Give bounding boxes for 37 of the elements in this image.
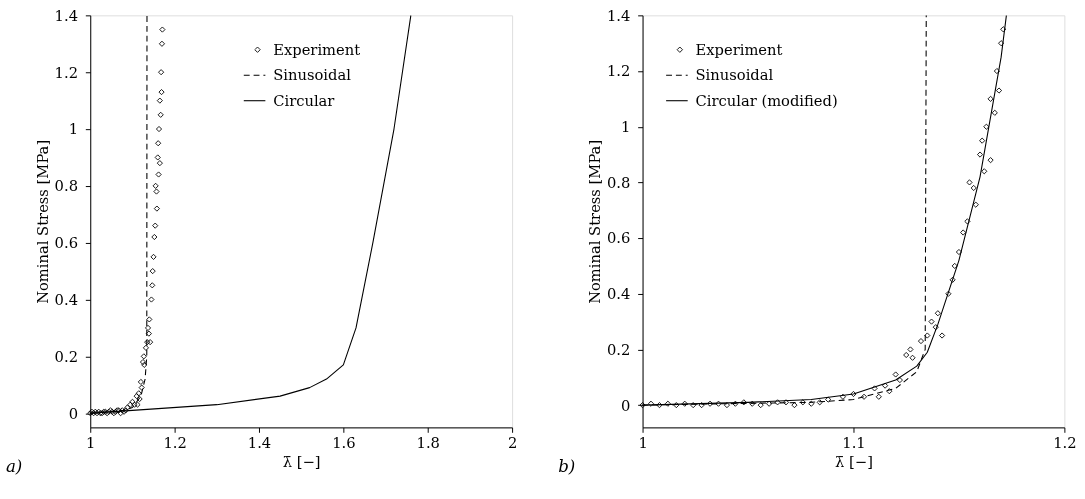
y-tick-label: 0.6 xyxy=(606,229,631,247)
y-tick-label: 1.4 xyxy=(606,6,631,24)
x-tick-label: 2 xyxy=(507,434,518,452)
y-tick-label: 0.8 xyxy=(606,173,631,191)
y-tick-label: 0.4 xyxy=(54,290,78,308)
legend-label: Sinusoidal xyxy=(695,66,774,84)
text: b) xyxy=(558,456,576,476)
y-axis-title: Nominal Stress [MPa] xyxy=(33,139,51,304)
y-tick-label: 1.2 xyxy=(54,63,78,81)
legend-label: Circular (modified) xyxy=(695,91,838,109)
x-tick-label: 1 xyxy=(638,434,648,452)
legend-label: Experiment xyxy=(273,40,361,58)
text: a) xyxy=(5,456,23,476)
x-tick-label: 1.4 xyxy=(247,434,272,452)
y-tick-label: 0 xyxy=(68,404,78,422)
x-tick-label: 1.2 xyxy=(163,434,187,452)
y-tick-label: 0 xyxy=(620,396,631,414)
legend-label: Experiment xyxy=(695,40,783,58)
x-axis-title: λ̄ [−] xyxy=(835,453,873,471)
y-tick-label: 1.2 xyxy=(606,62,631,80)
x-tick-label: 1.8 xyxy=(416,434,440,452)
y-tick-label: 1.4 xyxy=(54,6,78,24)
y-tick-label: 1 xyxy=(620,118,631,136)
y-axis-title: Nominal Stress [MPa] xyxy=(586,139,604,304)
y-tick-label: 0.4 xyxy=(606,285,631,303)
x-tick-label: 1.6 xyxy=(332,434,356,452)
x-tick-label: 1.1 xyxy=(842,434,866,452)
y-tick-label: 0.2 xyxy=(54,347,78,365)
x-tick-label: 1.2 xyxy=(1053,434,1077,452)
legend-label: Circular xyxy=(273,91,336,109)
legend-label: Sinusoidal xyxy=(273,66,352,84)
y-tick-label: 0.2 xyxy=(606,340,631,358)
y-tick-label: 0.8 xyxy=(54,177,78,195)
x-axis-title: λ̄ [−] xyxy=(282,453,321,471)
x-tick-label: 1 xyxy=(86,434,96,452)
y-tick-label: 0.6 xyxy=(54,234,78,252)
y-tick-label: 1 xyxy=(68,120,78,138)
